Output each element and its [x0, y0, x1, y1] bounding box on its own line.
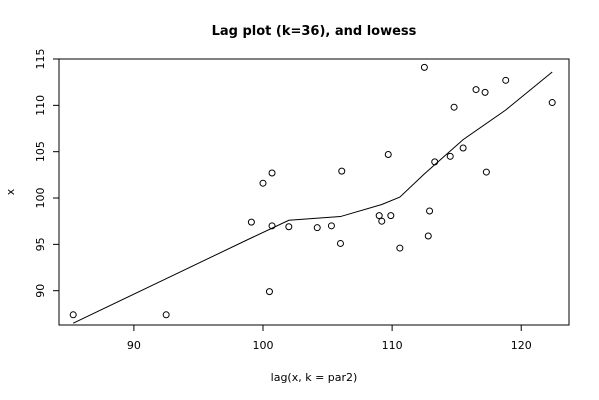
data-point: [384, 150, 392, 158]
x-tick-label: 90: [127, 339, 141, 352]
y-tick-label: 95: [34, 237, 47, 251]
data-point: [162, 311, 170, 319]
x-tick-label: 110: [382, 339, 403, 352]
data-point: [502, 76, 510, 84]
y-tick-label: 110: [34, 95, 47, 116]
x-axis-label: lag(x, k = par2): [271, 371, 358, 384]
y-tick-label: 100: [34, 188, 47, 209]
x-axis: 90 100 110 120: [127, 325, 532, 352]
data-point: [268, 222, 276, 230]
plot-frame: [58, 58, 570, 326]
data-point: [481, 88, 489, 96]
data-point: [387, 212, 395, 220]
data-point: [396, 244, 404, 252]
y-tick-label: 105: [34, 141, 47, 162]
data-point: [336, 239, 344, 247]
data-point: [265, 288, 273, 296]
data-point: [375, 212, 383, 220]
data-point: [426, 207, 434, 215]
scatter-points: [69, 63, 556, 319]
data-point: [338, 167, 346, 175]
x-tick-label: 120: [511, 339, 532, 352]
data-point: [420, 63, 428, 71]
data-point: [482, 168, 490, 176]
y-tick-label: 90: [34, 284, 47, 298]
data-point: [268, 169, 276, 177]
data-point: [472, 86, 480, 94]
data-point: [424, 232, 432, 240]
y-axis-label: x: [4, 188, 17, 195]
data-point: [446, 152, 454, 160]
data-point: [378, 217, 386, 225]
data-point: [459, 144, 467, 152]
data-point: [548, 99, 556, 107]
y-axis: 90 95 100 105 110 115: [34, 49, 59, 298]
data-point: [247, 218, 255, 226]
y-tick-label: 115: [34, 49, 47, 70]
data-point: [450, 103, 458, 111]
data-point: [285, 223, 293, 231]
data-point: [69, 311, 77, 319]
lowess-line: [72, 71, 553, 324]
x-tick-label: 100: [253, 339, 274, 352]
data-point: [259, 179, 267, 187]
data-point: [327, 222, 335, 230]
chart-title: Lag plot (k=36), and lowess: [212, 24, 417, 39]
data-point: [431, 158, 439, 166]
data-point: [313, 224, 321, 232]
